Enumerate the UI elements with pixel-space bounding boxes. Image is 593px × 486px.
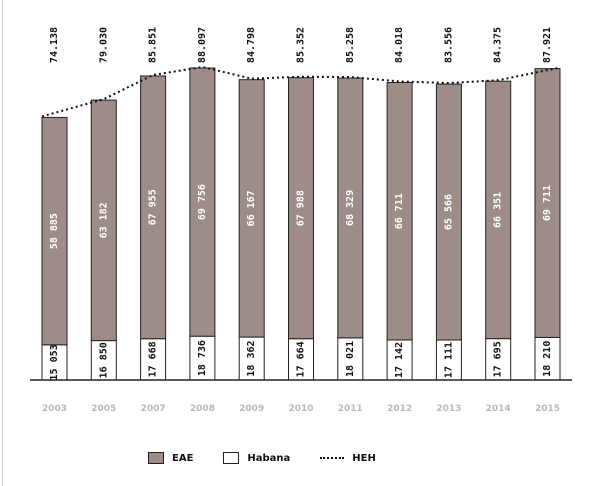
label-total-2015: 87.921 <box>542 27 553 63</box>
legend-swatch-eae <box>148 452 164 464</box>
bar-eae-2007 <box>140 75 167 340</box>
x-tick-2007: 2007 <box>141 404 166 414</box>
label-eae-2009: 66 167 <box>246 190 257 226</box>
label-total-2011: 85.258 <box>345 27 356 63</box>
bar-habana-2010 <box>288 338 314 381</box>
bar-habana-2014 <box>485 338 512 381</box>
bar-eae-2010 <box>288 77 314 340</box>
label-eae-2013: 65 566 <box>443 194 454 230</box>
bar-eae-2014 <box>485 80 512 340</box>
frame-left-border <box>2 0 3 486</box>
legend-item-heh: HEH <box>320 453 376 464</box>
bars-group <box>41 67 561 381</box>
label-habana-2010: 17 664 <box>296 341 307 377</box>
label-habana-2015: 18 210 <box>542 341 553 377</box>
label-eae-2012: 66 711 <box>394 193 405 229</box>
x-tick-2014: 2014 <box>486 404 511 414</box>
bar-eae-2009 <box>238 79 265 338</box>
legend: EAE Habana HEH <box>148 448 376 468</box>
label-total-2014: 84.375 <box>493 27 504 63</box>
bar-eae-2012 <box>386 81 413 341</box>
legend-item-eae: EAE <box>148 452 193 464</box>
label-total-2010: 85.352 <box>296 27 307 63</box>
label-total-2013: 83.556 <box>443 27 454 63</box>
x-tick-2009: 2009 <box>239 404 264 414</box>
label-total-2012: 84.018 <box>394 27 405 63</box>
label-total-2003: 74.138 <box>49 27 60 63</box>
x-tick-2011: 2011 <box>338 404 363 414</box>
bar-eae-2015 <box>534 68 561 338</box>
label-total-2005: 79.030 <box>98 27 109 63</box>
bar-habana-2015 <box>534 336 561 381</box>
bar-eae-2008 <box>189 67 216 337</box>
bar-eae-2003 <box>41 116 68 346</box>
x-tick-2012: 2012 <box>387 404 412 414</box>
label-habana-2009: 18 362 <box>246 340 257 376</box>
label-total-2009: 84.798 <box>246 27 257 63</box>
x-tick-labels: 2003 2005 2007 2008 2009 2010 2011 2012 2013 2014… <box>42 404 560 414</box>
legend-swatch-habana <box>223 452 240 464</box>
legend-label-heh: HEH <box>352 452 376 464</box>
label-eae-2015: 69 711 <box>542 185 553 221</box>
x-tick-2003: 2003 <box>42 404 67 414</box>
bar-eae-2011 <box>337 77 364 339</box>
label-habana-2008: 18 736 <box>197 340 208 376</box>
label-eae-2003: 58 885 <box>49 213 60 249</box>
legend-label-habana: Habana <box>247 452 291 464</box>
label-habana-2013: 17 111 <box>443 342 454 378</box>
x-tick-2013: 2013 <box>436 404 461 414</box>
label-habana-2003: 15 053 <box>49 344 60 380</box>
label-habana-2012: 17 142 <box>394 342 405 378</box>
bar-eae-2013 <box>435 83 462 341</box>
x-tick-2010: 2010 <box>288 404 313 414</box>
label-total-2008: 88.097 <box>197 27 208 63</box>
label-eae-2008: 69 756 <box>197 184 208 220</box>
legend-item-habana: Habana <box>223 452 290 464</box>
x-tick-2005: 2005 <box>91 404 116 414</box>
label-total-2007: 85.851 <box>148 27 159 63</box>
x-tick-2015: 2015 <box>535 404 560 414</box>
label-eae-2011: 68 329 <box>345 190 356 226</box>
label-habana-2011: 18 021 <box>345 341 356 377</box>
x-tick-2008: 2008 <box>190 404 215 414</box>
label-eae-2010: 67 988 <box>296 190 307 226</box>
label-habana-2005: 16 850 <box>98 342 109 378</box>
label-eae-2007: 67 955 <box>148 189 159 225</box>
legend-label-eae: EAE <box>172 452 194 464</box>
label-habana-2007: 17 668 <box>148 341 159 377</box>
total-trend-line <box>41 65 561 118</box>
label-eae-2014: 66 351 <box>493 192 504 228</box>
label-habana-2014: 17 695 <box>493 341 504 377</box>
label-eae-2005: 63 182 <box>98 202 109 238</box>
legend-swatch-heh <box>320 457 345 459</box>
bar-habana-2013 <box>435 339 462 381</box>
labels-group: 58 885 15 053 74.138 63 182 16 850 79.030 67 9… <box>49 27 553 381</box>
bar-eae-2005 <box>90 99 117 342</box>
